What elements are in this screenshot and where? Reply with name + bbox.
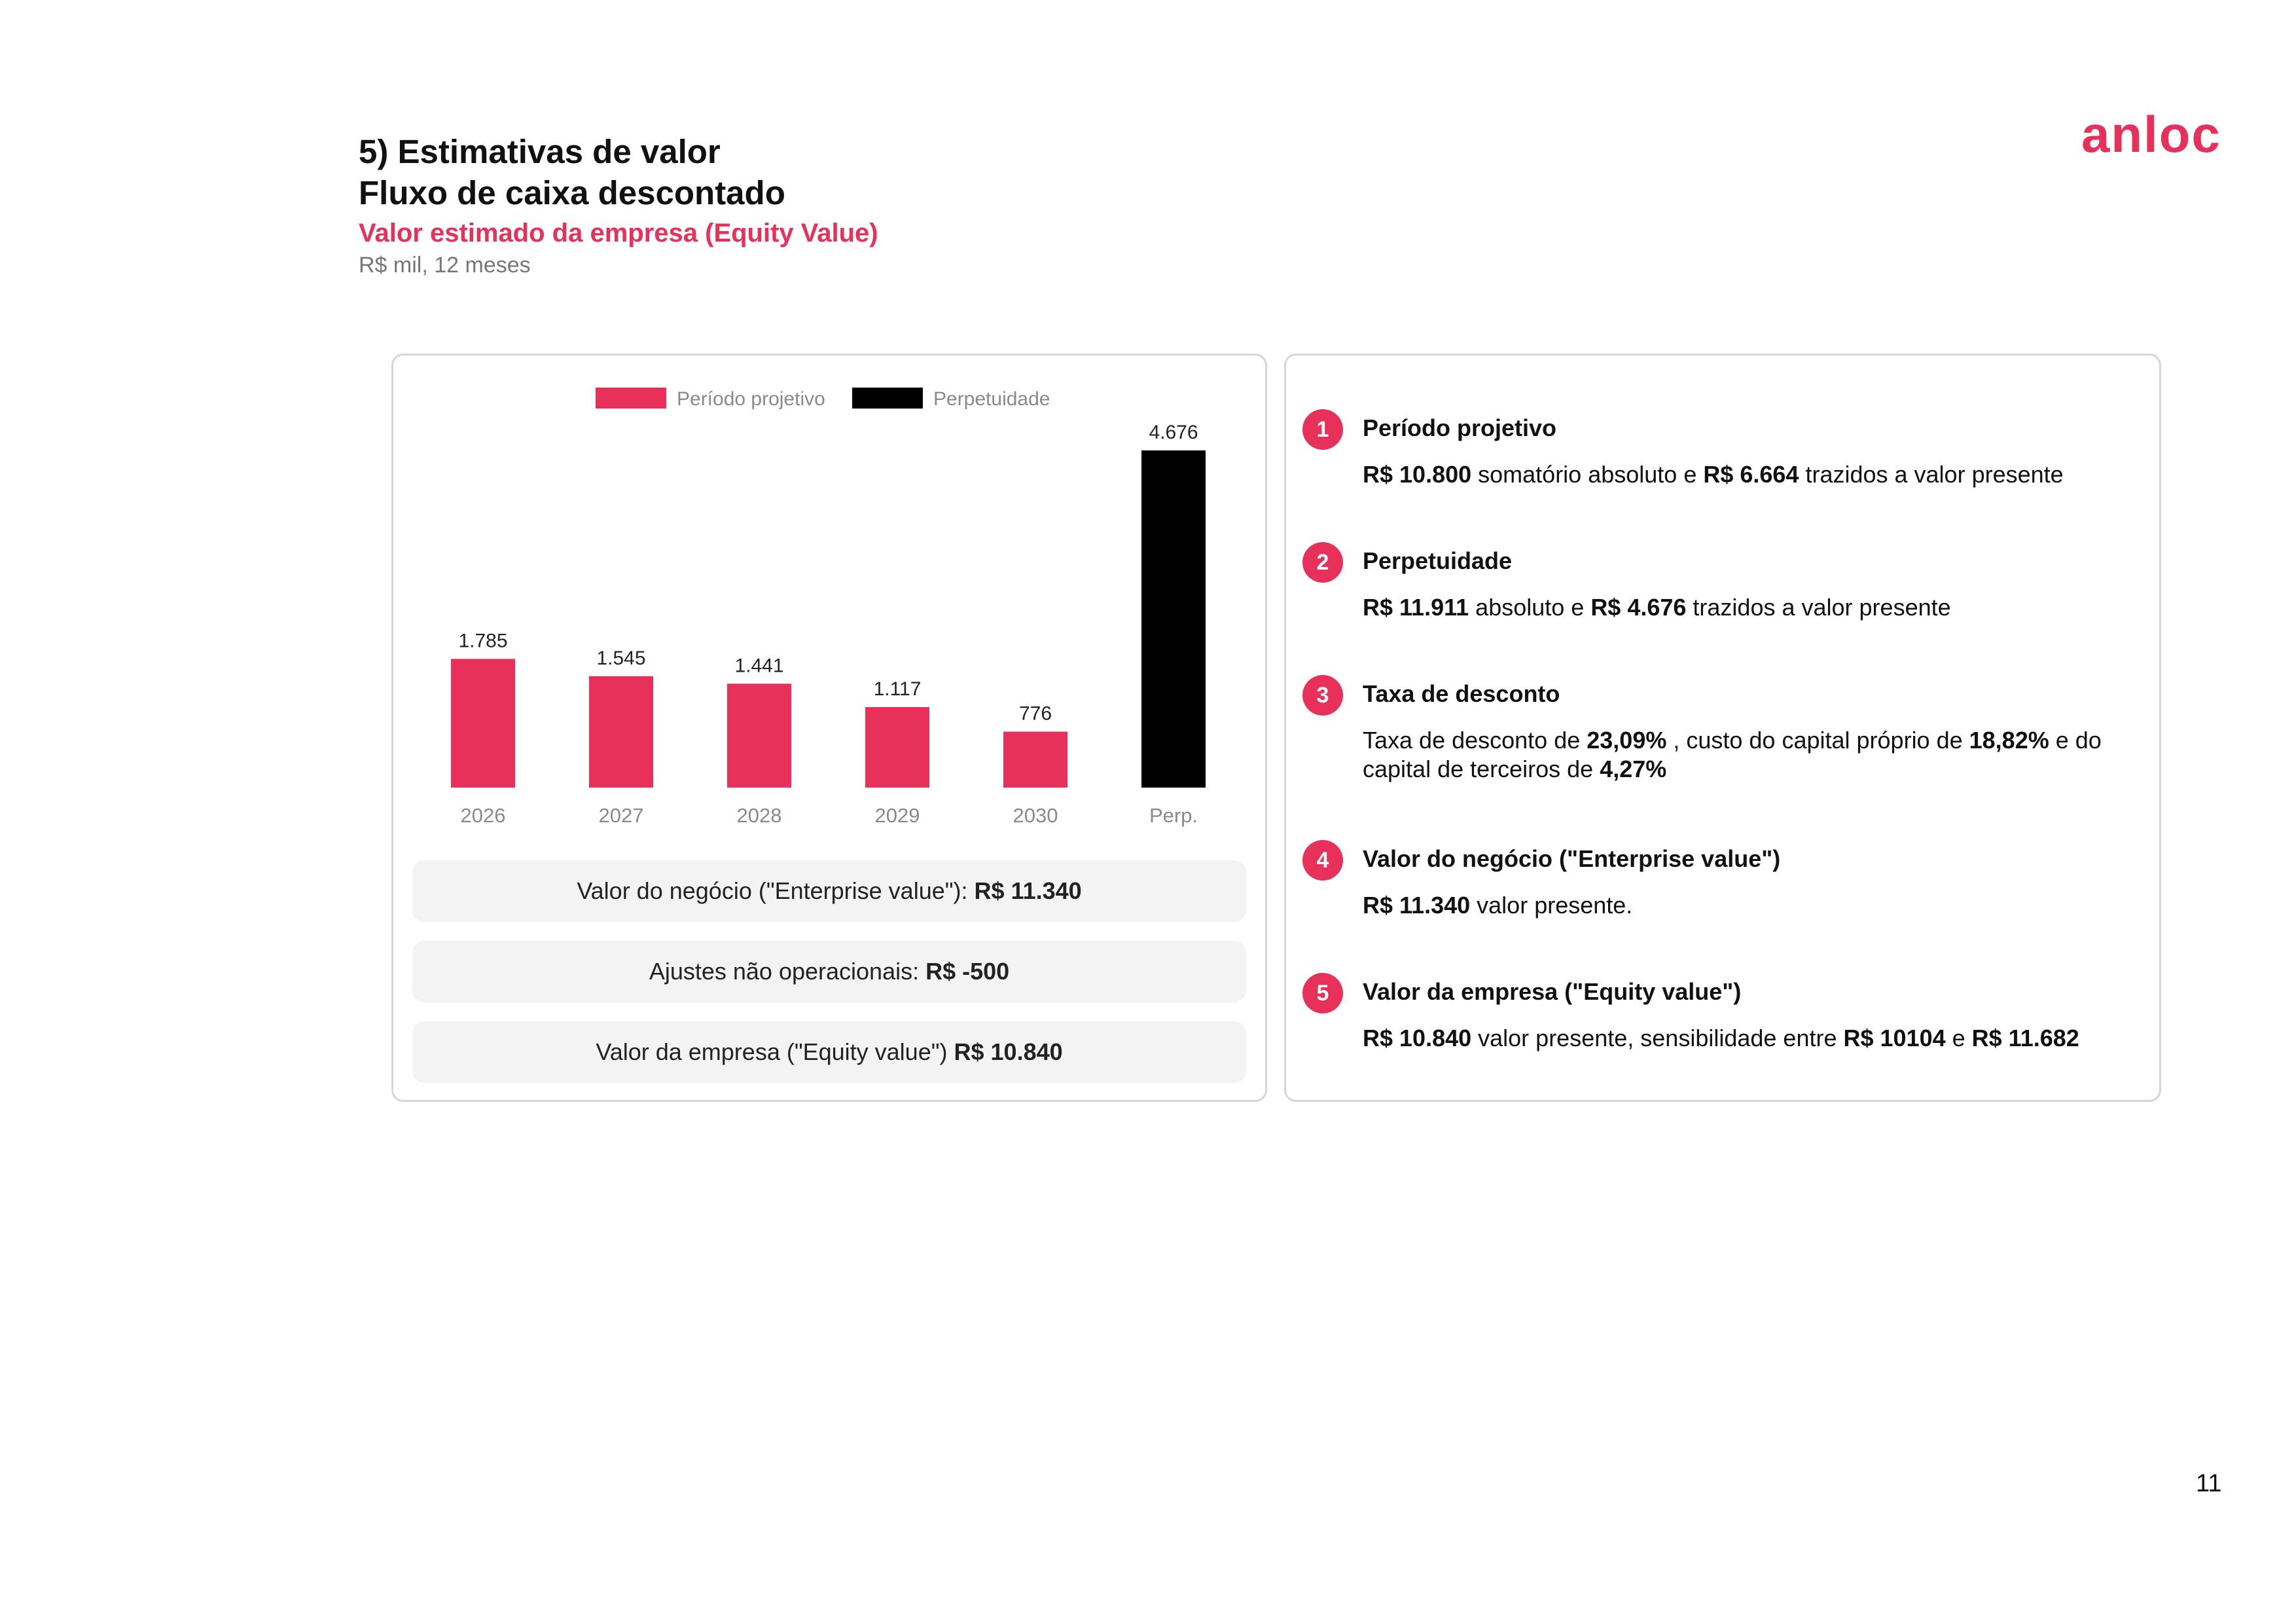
note-highlight: R$ 10104: [1843, 1025, 1946, 1051]
chart-bar: [865, 706, 929, 788]
brand-logo: anloc: [2081, 105, 2221, 163]
note-title: Valor da empresa ("Equity value"): [1363, 978, 1742, 1005]
note-highlight: R$ 4.676: [1590, 594, 1687, 621]
note-highlight: R$ 10.840: [1363, 1025, 1472, 1051]
note-text: absoluto e: [1469, 594, 1591, 621]
note-highlight: R$ 11.682: [1971, 1025, 2079, 1051]
summary-value: R$ -500: [925, 958, 1010, 985]
note-text: , custo do capital próprio de: [1666, 727, 1969, 754]
x-tick-label: 2029: [875, 804, 920, 827]
note-text: trazidos a valor presente: [1799, 461, 2064, 488]
note-body: R$ 11.911 absoluto e R$ 4.676 trazidos a…: [1363, 593, 2142, 622]
legend-label: Período projetivo: [677, 388, 825, 410]
legend-swatch: [596, 388, 666, 409]
chart-bar: [589, 676, 653, 788]
note-number-badge: 5: [1302, 973, 1343, 1013]
page-subtitle: Valor estimado da empresa (Equity Value): [359, 219, 878, 247]
summary-value: R$ 10.840: [954, 1038, 1063, 1065]
note-text: somatório absoluto e: [1471, 461, 1704, 488]
note-highlight: R$ 10.800: [1363, 461, 1472, 488]
title-line-2: Fluxo de caixa descontado: [359, 174, 785, 211]
bar-chart: Período projetivo Perpetuidade 1.785 2026 1.…: [451, 388, 1206, 827]
bar-data-label: 4.676: [1149, 422, 1198, 443]
x-tick-label: 2027: [599, 804, 644, 827]
summary-label: Ajustes não operacionais:: [649, 958, 920, 985]
summary-non-operational-adjustments: Ajustes não operacionais: R$ -500: [412, 941, 1246, 1002]
note-highlight: 18,82%: [1969, 727, 2049, 754]
note-title: Perpetuidade: [1363, 547, 1513, 574]
note-highlight: R$ 6.664: [1703, 461, 1799, 488]
note-highlight: 4,27%: [1600, 756, 1667, 782]
x-tick-label: 2026: [461, 804, 506, 827]
units-label: R$ mil, 12 meses: [359, 253, 531, 278]
chart-bar: [727, 684, 791, 788]
summary-label: Valor do negócio ("Enterprise value"):: [577, 877, 968, 904]
note-text: e do capital de terceiros de: [1363, 727, 2102, 782]
bar-data-label: 1.117: [874, 678, 922, 700]
note-body: R$ 10.840 valor presente, sensibilidade …: [1363, 1024, 2142, 1053]
note-number-badge: 1: [1302, 409, 1343, 450]
note-body: R$ 11.340 valor presente.: [1363, 891, 2142, 920]
page-number: 11: [2196, 1470, 2222, 1497]
note-title: Período projetivo: [1363, 414, 1557, 441]
note-number-badge: 4: [1302, 840, 1343, 881]
chart-bar: [1141, 450, 1206, 788]
summary-equity-value: Valor da empresa ("Equity value") R$ 10.…: [412, 1021, 1246, 1083]
note-highlight: R$ 11.911: [1363, 594, 1469, 621]
note-body: R$ 10.800 somatório absoluto e R$ 6.664 …: [1363, 460, 2142, 489]
note-number-badge: 2: [1302, 542, 1343, 583]
x-tick-label: 2028: [737, 804, 782, 827]
note-highlight: R$ 11.340: [1363, 892, 1471, 919]
page-title: 5) Estimativas de valor Fluxo de caixa d…: [359, 131, 785, 213]
bar-data-label: 1.441: [734, 655, 783, 676]
note-text: valor presente.: [1470, 892, 1633, 919]
notes-card: [1284, 354, 2161, 1102]
note-highlight: 23,09%: [1587, 727, 1667, 754]
legend-swatch: [852, 388, 923, 409]
x-tick-label: 2030: [1013, 804, 1058, 827]
legend-label: Perpetuidade: [933, 388, 1050, 410]
note-title: Valor do negócio ("Enterprise value"): [1363, 845, 1781, 872]
note-number-badge: 3: [1302, 675, 1343, 716]
title-line-1: 5) Estimativas de valor: [359, 133, 721, 170]
note-title: Taxa de desconto: [1363, 680, 1560, 707]
bar-data-label: 776: [1019, 703, 1052, 725]
note-text: trazidos a valor presente: [1686, 594, 1951, 621]
summary-value: R$ 11.340: [974, 877, 1082, 904]
note-text: valor presente, sensibilidade entre: [1471, 1025, 1844, 1051]
summary-enterprise-value: Valor do negócio ("Enterprise value"): R…: [412, 860, 1246, 922]
note-text: Taxa de desconto de: [1363, 727, 1587, 754]
note-text: e: [1945, 1025, 1972, 1051]
chart-bar: [1003, 731, 1067, 788]
x-tick-label: Perp.: [1149, 804, 1198, 827]
bar-data-label: 1.545: [596, 647, 645, 669]
summary-label: Valor da empresa ("Equity value"): [596, 1038, 948, 1065]
note-body: Taxa de desconto de 23,09% , custo do ca…: [1363, 726, 2142, 784]
bar-data-label: 1.785: [458, 630, 507, 651]
chart-bar: [451, 659, 515, 788]
